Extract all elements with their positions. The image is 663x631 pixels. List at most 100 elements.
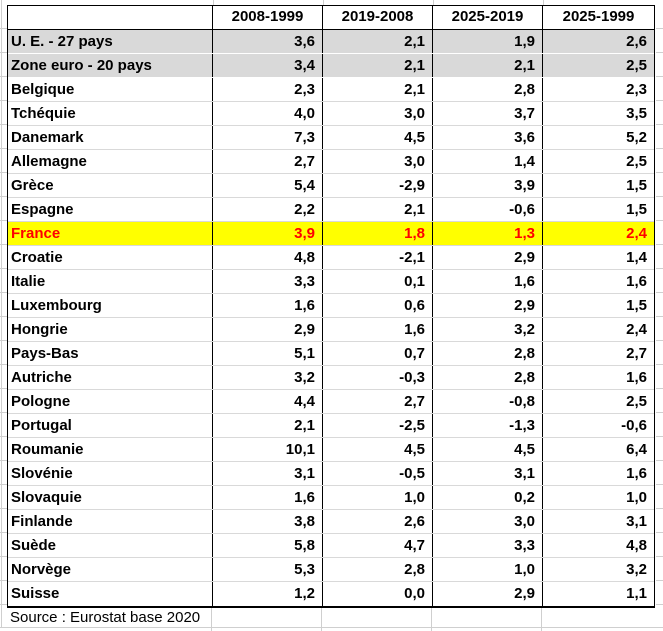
value-cell-2019-2008[interactable]: 1,8 [323,222,433,245]
value-cell-2008-1999[interactable]: 3,2 [213,366,323,389]
value-cell-2025-1999[interactable]: 6,4 [626,441,647,458]
value-cell-2008-1999[interactable]: 5,8 [213,534,323,557]
row-label-cell[interactable]: Norvège [8,558,213,581]
value-cell-2019-2008[interactable]: 4,5 [323,438,433,461]
value-cell-2019-2008[interactable]: 0,0 [323,582,433,606]
empty-cell[interactable] [322,608,432,627]
value-cell-2025-2019[interactable]: 2,9 [433,294,543,317]
value-cell-2019-2008[interactable]: 2,6 [323,510,433,533]
value-cell-2008-1999[interactable]: 3,8 [213,510,323,533]
value-cell-2025-1999[interactable]: 2,3 [626,81,647,98]
value-cell-2025-2019[interactable]: 3,7 [433,102,543,125]
column-header-2025-1999[interactable]: 2025-1999 [562,8,635,25]
source-text[interactable]: Source : Eurostat base 2020 [7,608,212,627]
value-cell-2008-1999[interactable]: 4,8 [213,246,323,269]
value-cell-2008-1999[interactable]: 10,1 [213,438,323,461]
value-cell-2025-1999[interactable]: 1,5 [626,177,647,194]
value-cell-2025-2019[interactable]: 1,0 [433,558,543,581]
value-cell-2025-2019[interactable]: 2,9 [433,582,543,606]
value-cell-2025-1999[interactable]: 4,8 [626,537,647,554]
row-label-cell[interactable]: Croatie [8,246,213,269]
value-cell-2019-2008[interactable]: 1,6 [323,318,433,341]
value-cell-2019-2008[interactable]: 2,1 [323,198,433,221]
row-label-cell[interactable]: Danemark [8,126,213,149]
value-cell-2025-2019[interactable]: 2,8 [433,78,543,101]
column-header-2019-2008[interactable]: 2019-2008 [323,6,433,29]
value-cell-2019-2008[interactable]: 0,7 [323,342,433,365]
row-label-cell[interactable]: Pays-Bas [8,342,213,365]
value-cell-2008-1999[interactable]: 2,1 [213,414,323,437]
value-cell-2025-1999[interactable]: -0,6 [621,417,647,434]
value-cell-2025-2019[interactable]: -0,6 [433,198,543,221]
value-cell-2025-2019[interactable]: 3,9 [433,174,543,197]
value-cell-2025-1999[interactable]: 2,5 [626,393,647,410]
value-cell-2008-1999[interactable]: 2,9 [213,318,323,341]
empty-cell[interactable] [432,608,542,627]
value-cell-2025-1999[interactable]: 2,5 [626,153,647,170]
value-cell-2025-1999[interactable]: 1,1 [626,585,647,602]
value-cell-2025-1999[interactable]: 2,4 [626,225,647,242]
row-label-cell[interactable]: Slovaquie [8,486,213,509]
value-cell-2019-2008[interactable]: -2,9 [323,174,433,197]
value-cell-2008-1999[interactable]: 1,2 [213,582,323,606]
value-cell-2025-2019[interactable]: 3,0 [433,510,543,533]
value-cell-2025-2019[interactable]: 1,9 [433,30,543,53]
value-cell-2008-1999[interactable]: 2,7 [213,150,323,173]
row-label-cell[interactable]: Finlande [8,510,213,533]
row-label-cell[interactable]: Allemagne [8,150,213,173]
row-label-cell[interactable]: France [8,222,213,245]
value-cell-2025-2019[interactable]: 1,6 [433,270,543,293]
value-cell-2019-2008[interactable]: 2,8 [323,558,433,581]
row-label-cell[interactable]: Belgique [8,78,213,101]
value-cell-2019-2008[interactable]: 4,5 [323,126,433,149]
value-cell-2025-1999[interactable]: 1,5 [626,201,647,218]
value-cell-2025-2019[interactable]: 3,1 [433,462,543,485]
value-cell-2019-2008[interactable]: -2,1 [323,246,433,269]
row-label-cell[interactable]: Slovénie [8,462,213,485]
row-label-cell[interactable]: Italie [8,270,213,293]
column-header-2025-2019[interactable]: 2025-2019 [433,6,543,29]
value-cell-2025-2019[interactable]: 3,2 [433,318,543,341]
row-label-cell[interactable]: Grèce [8,174,213,197]
value-cell-2019-2008[interactable]: 1,0 [323,486,433,509]
value-cell-2025-2019[interactable]: 2,8 [433,366,543,389]
row-label-cell[interactable]: Pologne [8,390,213,413]
value-cell-2008-1999[interactable]: 3,1 [213,462,323,485]
empty-cell[interactable] [212,608,322,627]
value-cell-2025-2019[interactable]: -1,3 [433,414,543,437]
value-cell-2019-2008[interactable]: 2,7 [323,390,433,413]
value-cell-2008-1999[interactable]: 3,9 [213,222,323,245]
value-cell-2025-1999[interactable]: 2,6 [626,33,647,50]
row-label-cell[interactable]: Suède [8,534,213,557]
row-label-cell[interactable]: Roumanie [8,438,213,461]
row-label-cell[interactable]: Tchéquie [8,102,213,125]
value-cell-2019-2008[interactable]: -0,5 [323,462,433,485]
value-cell-2025-1999[interactable]: 3,2 [626,561,647,578]
value-cell-2008-1999[interactable]: 4,0 [213,102,323,125]
corner-cell[interactable] [8,6,213,29]
value-cell-2019-2008[interactable]: 4,7 [323,534,433,557]
value-cell-2008-1999[interactable]: 3,4 [213,54,323,77]
value-cell-2008-1999[interactable]: 5,1 [213,342,323,365]
value-cell-2008-1999[interactable]: 4,4 [213,390,323,413]
value-cell-2019-2008[interactable]: 0,1 [323,270,433,293]
value-cell-2025-1999[interactable]: 3,1 [626,513,647,530]
value-cell-2019-2008[interactable]: 2,1 [323,54,433,77]
value-cell-2019-2008[interactable]: -0,3 [323,366,433,389]
value-cell-2019-2008[interactable]: 0,6 [323,294,433,317]
value-cell-2025-1999[interactable]: 2,7 [626,345,647,362]
value-cell-2025-2019[interactable]: -0,8 [433,390,543,413]
value-cell-2025-2019[interactable]: 2,8 [433,342,543,365]
value-cell-2025-1999[interactable]: 1,6 [626,465,647,482]
value-cell-2025-1999[interactable]: 1,6 [626,273,647,290]
value-cell-2025-2019[interactable]: 1,3 [433,222,543,245]
value-cell-2025-2019[interactable]: 3,6 [433,126,543,149]
column-header-2008-1999[interactable]: 2008-1999 [213,6,323,29]
value-cell-2008-1999[interactable]: 2,2 [213,198,323,221]
value-cell-2025-2019[interactable]: 3,3 [433,534,543,557]
value-cell-2019-2008[interactable]: 2,1 [323,30,433,53]
value-cell-2025-1999[interactable]: 2,4 [626,321,647,338]
value-cell-2008-1999[interactable]: 5,4 [213,174,323,197]
value-cell-2019-2008[interactable]: 2,1 [323,78,433,101]
value-cell-2008-1999[interactable]: 2,3 [213,78,323,101]
